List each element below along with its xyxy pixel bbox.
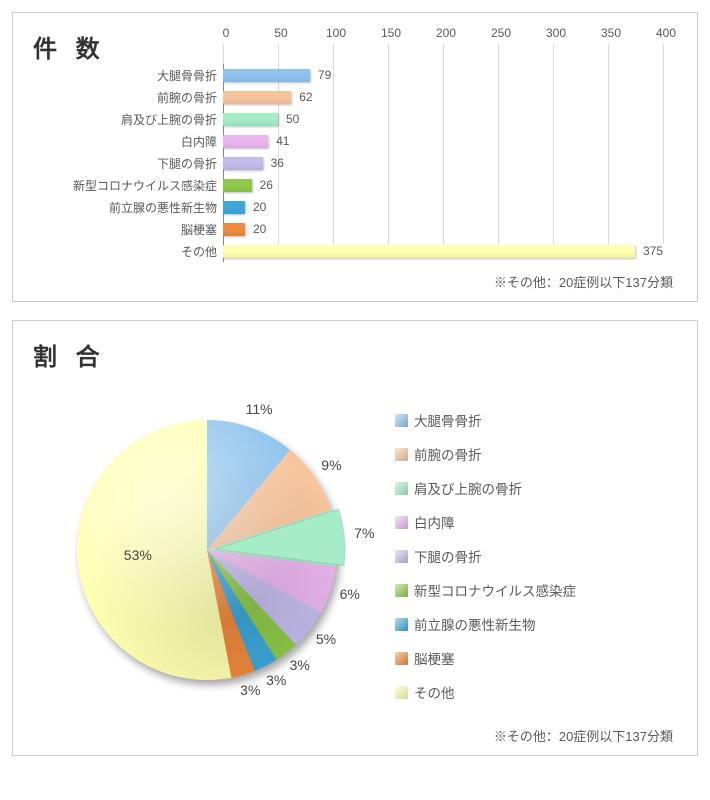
bar-label: 前立腺の悪性新生物 bbox=[29, 199, 217, 216]
bar-tick-label: 300 bbox=[544, 26, 568, 40]
bar-value: 20 bbox=[253, 200, 266, 214]
legend-row: 下腿の骨折 bbox=[395, 546, 576, 566]
legend-row: 前立腺の悪性新生物 bbox=[395, 614, 576, 634]
pie-exploded-slice bbox=[215, 509, 345, 565]
bar bbox=[223, 201, 245, 214]
bar-value: 26 bbox=[260, 178, 273, 192]
bar-value: 375 bbox=[643, 244, 663, 258]
pie-slice-label: 9% bbox=[311, 457, 351, 473]
legend-row: 新型コロナウイルス感染症 bbox=[395, 580, 576, 600]
legend-swatch bbox=[395, 414, 408, 427]
bar bbox=[223, 69, 310, 82]
bar-row: 肩及び上腕の骨折50 bbox=[223, 108, 663, 130]
bar-label: 白内障 bbox=[29, 133, 217, 150]
bar-tick-label: 400 bbox=[654, 26, 678, 40]
bar-tick-label: 350 bbox=[599, 26, 623, 40]
legend-row: その他 bbox=[395, 682, 576, 702]
bar-row: 白内障41 bbox=[223, 130, 663, 152]
legend-row: 肩及び上腕の骨折 bbox=[395, 478, 576, 498]
bar-value: 41 bbox=[276, 134, 289, 148]
legend-swatch bbox=[395, 618, 408, 631]
bar-value: 50 bbox=[286, 112, 299, 126]
bar-row: 新型コロナウイルス感染症26 bbox=[223, 174, 663, 196]
pie-title: 割 合 bbox=[33, 337, 677, 372]
bar-label: 肩及び上腕の骨折 bbox=[29, 111, 217, 128]
legend-label: 前立腺の悪性新生物 bbox=[414, 614, 536, 634]
pie-slice-label: 6% bbox=[330, 586, 370, 602]
bar-footnote: ※その他：20症例以下137分類 bbox=[33, 272, 677, 291]
bar-label: 新型コロナウイルス感染症 bbox=[29, 177, 217, 194]
legend-swatch bbox=[395, 448, 408, 461]
legend-label: 脳梗塞 bbox=[414, 648, 455, 668]
pie-box: 11%9%7%6%5%3%3%3%53% bbox=[33, 376, 373, 706]
bar-value: 79 bbox=[318, 68, 331, 82]
bar-rows: 大腿骨骨折79前腕の骨折62肩及び上腕の骨折50白内障41下腿の骨折36新型コロ… bbox=[223, 64, 663, 262]
legend-swatch bbox=[395, 482, 408, 495]
pie-slice-label: 3% bbox=[280, 657, 320, 673]
bar-tick-label: 150 bbox=[379, 26, 403, 40]
bar-tick-label: 50 bbox=[269, 26, 293, 40]
legend-row: 前腕の骨折 bbox=[395, 444, 576, 464]
legend-row: 大腿骨骨折 bbox=[395, 410, 576, 430]
bar-row: 大腿骨骨折79 bbox=[223, 64, 663, 86]
bar-label: 大腿骨骨折 bbox=[29, 67, 217, 84]
legend-label: 前腕の骨折 bbox=[414, 444, 482, 464]
bar-label: 前腕の骨折 bbox=[29, 89, 217, 106]
pie-panel: 割 合 11%9%7%6%5%3%3%3%53% 大腿骨骨折前腕の骨折肩及び上腕… bbox=[12, 320, 698, 756]
legend-label: 新型コロナウイルス感染症 bbox=[414, 580, 576, 600]
legend-row: 脳梗塞 bbox=[395, 648, 576, 668]
bar bbox=[223, 113, 278, 126]
pie-slice-label: 3% bbox=[230, 682, 270, 698]
bar-label: その他 bbox=[29, 243, 217, 260]
legend-label: 大腿骨骨折 bbox=[414, 410, 482, 430]
bar-label: 下腿の骨折 bbox=[29, 155, 217, 172]
bar-row: 脳梗塞20 bbox=[223, 218, 663, 240]
bar-value: 36 bbox=[271, 156, 284, 170]
bar bbox=[223, 245, 635, 258]
bar bbox=[223, 223, 245, 236]
bar-tick-label: 200 bbox=[434, 26, 458, 40]
legend-label: 下腿の骨折 bbox=[414, 546, 482, 566]
pie-overlay bbox=[33, 376, 373, 706]
pie-slice-label: 5% bbox=[306, 631, 346, 647]
bar-row: 前立腺の悪性新生物20 bbox=[223, 196, 663, 218]
legend-swatch bbox=[395, 652, 408, 665]
legend-swatch bbox=[395, 516, 408, 529]
bar bbox=[223, 157, 263, 170]
bar-tick-label: 250 bbox=[489, 26, 513, 40]
bar-row: その他375 bbox=[223, 240, 663, 262]
bar-row: 前腕の骨折62 bbox=[223, 86, 663, 108]
bar-tick-label: 100 bbox=[324, 26, 348, 40]
bar bbox=[223, 135, 268, 148]
bar-value: 62 bbox=[299, 90, 312, 104]
bar bbox=[223, 91, 291, 104]
pie-legend: 大腿骨骨折前腕の骨折肩及び上腕の骨折白内障下腿の骨折新型コロナウイルス感染症前立… bbox=[395, 404, 576, 716]
bar bbox=[223, 179, 252, 192]
bar-row: 下腿の骨折36 bbox=[223, 152, 663, 174]
pie-slice-label: 11% bbox=[239, 401, 279, 417]
bar-value: 20 bbox=[253, 222, 266, 236]
pie-wrap: 11%9%7%6%5%3%3%3%53% 大腿骨骨折前腕の骨折肩及び上腕の骨折白… bbox=[33, 376, 677, 716]
pie-slice-label: 53% bbox=[118, 547, 158, 563]
legend-swatch bbox=[395, 686, 408, 699]
bar-chart: 050100150200250300350400 大腿骨骨折79前腕の骨折62肩… bbox=[223, 44, 663, 262]
legend-label: 白内障 bbox=[414, 512, 455, 532]
bar-tick-label: 0 bbox=[214, 26, 238, 40]
bar-panel: 件 数 050100150200250300350400 大腿骨骨折79前腕の骨… bbox=[12, 12, 698, 302]
legend-row: 白内障 bbox=[395, 512, 576, 532]
legend-swatch bbox=[395, 584, 408, 597]
bar-tick: 400 bbox=[663, 44, 664, 244]
legend-label: 肩及び上腕の骨折 bbox=[414, 478, 522, 498]
bar-x-axis: 050100150200250300350400 bbox=[223, 44, 663, 64]
legend-swatch bbox=[395, 550, 408, 563]
pie-footnote: ※その他：20症例以下137分類 bbox=[33, 726, 677, 745]
legend-label: その他 bbox=[414, 682, 455, 702]
bar-label: 脳梗塞 bbox=[29, 221, 217, 238]
pie-slice-label: 7% bbox=[344, 525, 384, 541]
